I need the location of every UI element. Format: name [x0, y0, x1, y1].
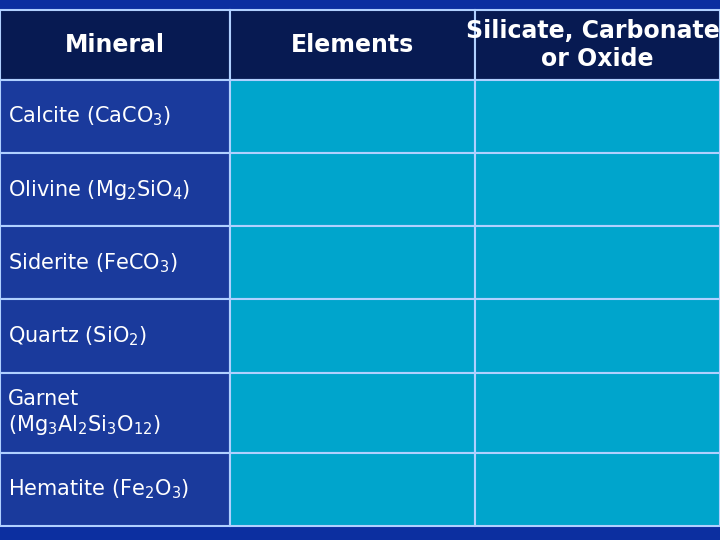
Bar [0, 153, 230, 226]
Text: Elements: Elements [291, 33, 414, 57]
Bar [475, 10, 720, 80]
Text: Mineral: Mineral [65, 33, 165, 57]
Bar [0, 80, 230, 153]
Bar [475, 373, 720, 453]
Text: Olivine (Mg$_2$SiO$_4$): Olivine (Mg$_2$SiO$_4$) [8, 178, 190, 201]
Text: Calcite (CaCO$_3$): Calcite (CaCO$_3$) [8, 105, 171, 128]
Bar [230, 153, 475, 226]
Bar [475, 226, 720, 300]
Bar [0, 226, 230, 300]
Bar [230, 80, 475, 153]
Bar [0, 373, 230, 453]
Bar [230, 300, 475, 373]
Bar [230, 453, 475, 526]
Bar [230, 226, 475, 300]
Bar [475, 300, 720, 373]
Text: Garnet
(Mg$_3$Al$_2$Si$_3$O$_{12}$): Garnet (Mg$_3$Al$_2$Si$_3$O$_{12}$) [8, 389, 161, 436]
Text: Hematite (Fe$_2$O$_3$): Hematite (Fe$_2$O$_3$) [8, 477, 189, 501]
Bar [0, 10, 230, 80]
Bar [230, 373, 475, 453]
Bar [0, 453, 230, 526]
Text: Silicate, Carbonate,
or Oxide: Silicate, Carbonate, or Oxide [466, 19, 720, 71]
Bar [475, 80, 720, 153]
Bar [475, 153, 720, 226]
Bar [475, 453, 720, 526]
Text: Quartz (SiO$_2$): Quartz (SiO$_2$) [8, 325, 147, 348]
Bar [0, 300, 230, 373]
Text: Siderite (FeCO$_3$): Siderite (FeCO$_3$) [8, 251, 178, 275]
Bar [230, 10, 475, 80]
